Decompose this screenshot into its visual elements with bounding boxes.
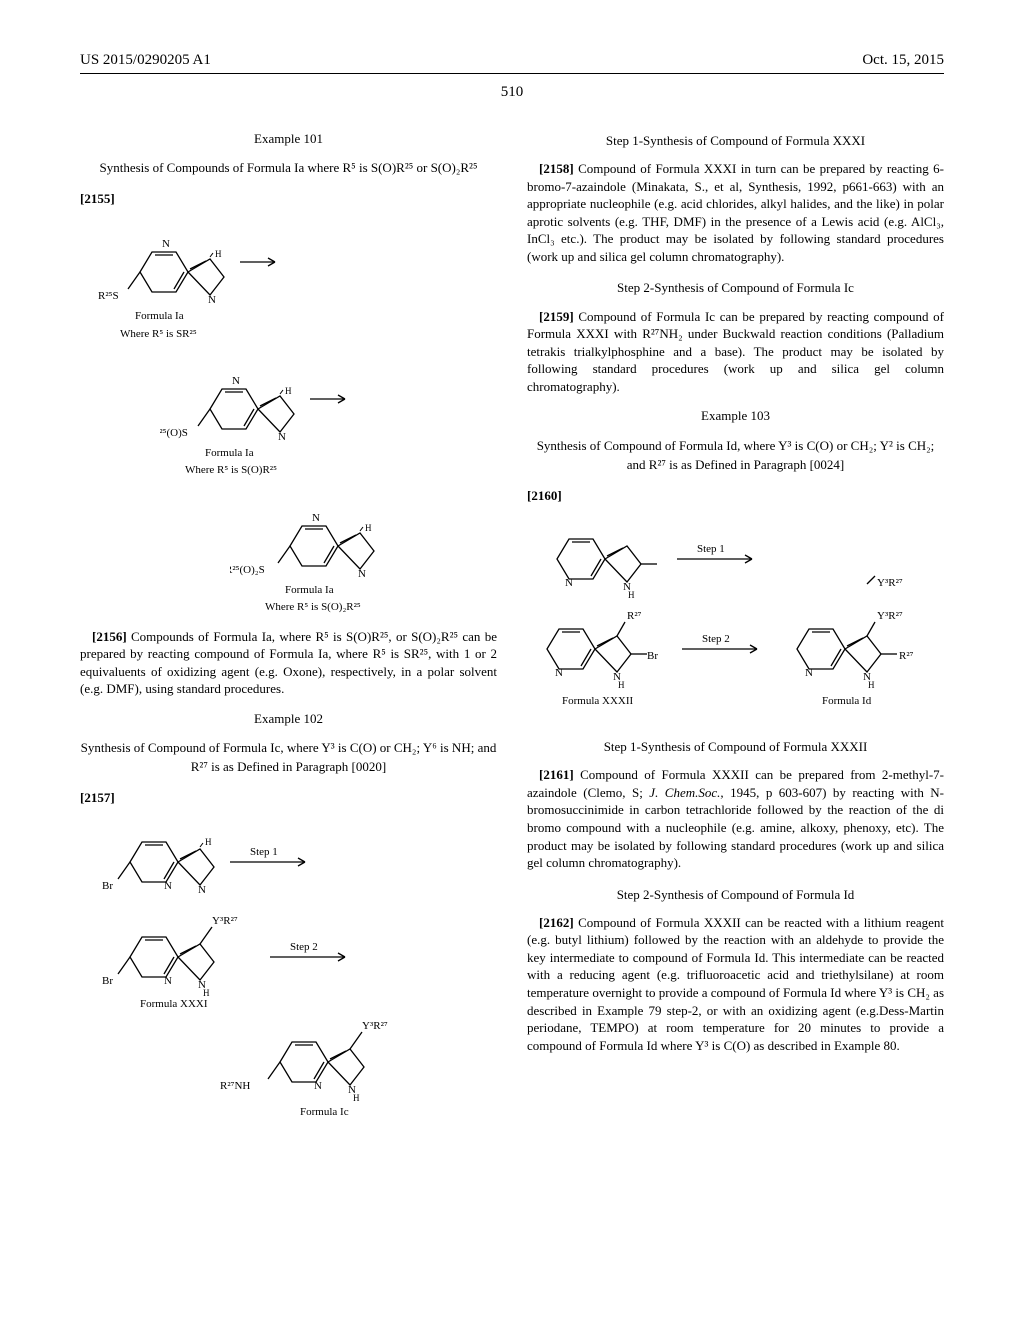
svg-text:Y³R²⁷: Y³R²⁷ (362, 1020, 388, 1032)
scheme-102: N N H Br Step 1 N (90, 817, 470, 1127)
svg-text:Formula XXXII: Formula XXXII (562, 695, 634, 707)
svg-text:H: H (285, 386, 292, 396)
step1-xxxii-heading: Step 1-Synthesis of Compound of Formula … (527, 738, 944, 756)
svg-text:Br: Br (102, 975, 113, 987)
two-column-layout: Example 101 Synthesis of Compounds of Fo… (80, 118, 944, 1139)
step2-id-heading: Step 2-Synthesis of Compound of Formula … (527, 886, 944, 904)
svg-text:N: N (312, 512, 320, 524)
svg-text:H: H (205, 837, 212, 847)
para-2159-text: Compound of Formula Ic can be prepared b… (527, 309, 944, 394)
example-102-subtitle: Synthesis of Compound of Formula Ic, whe… (80, 738, 497, 777)
example-103-title: Example 103 (527, 407, 944, 425)
para-number-2158: [2158] (539, 161, 574, 176)
formula-caption-1: Where R⁵ is SR²⁵ (120, 327, 197, 342)
left-column: Example 101 Synthesis of Compounds of Fo… (80, 118, 497, 1139)
formula-label-1a-1: Formula Ia (135, 309, 184, 324)
svg-text:Br: Br (102, 880, 113, 892)
svg-text:Step 1: Step 1 (250, 846, 278, 858)
svg-text:Formula Ic: Formula Ic (300, 1106, 349, 1118)
formula-label-1a-2: Formula Ia (205, 446, 254, 461)
svg-text:N: N (162, 238, 170, 250)
para-2160: [2160] (527, 487, 944, 505)
svg-text:N: N (208, 294, 216, 306)
para-2161-italic: J. Chem.Soc., (649, 785, 723, 800)
svg-text:H: H (618, 680, 625, 690)
svg-text:N: N (555, 667, 563, 679)
svg-text:R²⁵(O)S: R²⁵(O)S (160, 427, 188, 439)
para-2156-text: Compounds of Formula Ia, where R⁵ is S(O… (80, 629, 497, 697)
step1-xxxi-heading: Step 1-Synthesis of Compound of Formula … (527, 132, 944, 150)
example-102-title: Example 102 (80, 710, 497, 728)
azaindole-structure-1: N N H R²⁵S (90, 217, 290, 307)
para-number-2162: [2162] (539, 915, 574, 930)
example-101-subtitle: Synthesis of Compounds of Formula Ia whe… (80, 158, 497, 178)
para-2158-text: Compound of Formula XXXI in turn can be … (527, 161, 944, 264)
para-2161: [2161] Compound of Formula XXXII can be … (527, 766, 944, 871)
svg-text:R²⁷: R²⁷ (627, 610, 642, 622)
example-101-title: Example 101 (80, 130, 497, 148)
svg-text:R²⁵S: R²⁵S (98, 290, 119, 302)
example-103-subtitle: Synthesis of Compound of Formula Id, whe… (527, 436, 944, 475)
svg-text:N: N (164, 880, 172, 892)
para-2158: [2158] Compound of Formula XXXI in turn … (527, 160, 944, 265)
svg-text:R²⁷: R²⁷ (899, 650, 914, 662)
right-column: Step 1-Synthesis of Compound of Formula … (527, 118, 944, 1139)
para-2162: [2162] Compound of Formula XXXII can be … (527, 914, 944, 1054)
svg-text:N: N (232, 375, 240, 387)
svg-text:H: H (628, 590, 635, 600)
para-number-2157: [2157] (80, 790, 115, 805)
formula-ia-diagram-1: N N H R²⁵S Formula Ia Where R⁵ is SR²⁵ (90, 217, 497, 342)
azaindole-structure-2: N N H R²⁵(O)S (160, 354, 360, 444)
para-2162-text: Compound of Formula XXXII can be reacted… (527, 915, 944, 1053)
step2-ic-heading: Step 2-Synthesis of Compound of Formula … (527, 279, 944, 297)
example-102-scheme: N N H Br Step 1 N (90, 817, 497, 1127)
publication-date: Oct. 15, 2015 (862, 50, 944, 71)
formula-label-1a-3: Formula Ia (285, 583, 334, 598)
svg-text:Y³R²⁷: Y³R²⁷ (212, 915, 238, 927)
svg-text:Step 2: Step 2 (702, 633, 730, 645)
svg-text:H: H (868, 680, 875, 690)
para-2159: [2159] Compound of Formula Ic can be pre… (527, 308, 944, 396)
para-number-2159: [2159] (539, 309, 574, 324)
formula-caption-3: Where R⁵ is S(O)₂R²⁵ (265, 600, 361, 615)
svg-text:H: H (203, 988, 210, 998)
svg-text:R²⁷NH: R²⁷NH (220, 1080, 250, 1092)
page-number: 510 (80, 82, 944, 103)
svg-text:N: N (198, 884, 206, 896)
svg-text:R²⁵(O)₂S: R²⁵(O)₂S (230, 564, 265, 576)
para-number-2155: [2155] (80, 191, 115, 206)
svg-text:Y³R²⁷: Y³R²⁷ (877, 577, 903, 589)
svg-text:Step 2: Step 2 (290, 941, 318, 953)
svg-text:H: H (215, 249, 222, 259)
para-2155: [2155] (80, 190, 497, 208)
page-header: US 2015/0290205 A1 Oct. 15, 2015 (80, 50, 944, 74)
scheme-103: N N H Step 1 N N H (527, 514, 927, 724)
svg-text:H: H (353, 1093, 360, 1103)
svg-text:N: N (164, 975, 172, 987)
para-number-2156: [2156] (92, 629, 127, 644)
svg-text:Y³R²⁷: Y³R²⁷ (877, 610, 903, 622)
svg-text:H: H (365, 523, 372, 533)
svg-text:N: N (805, 667, 813, 679)
para-number-2161: [2161] (539, 767, 574, 782)
formula-caption-2: Where R⁵ is S(O)R²⁵ (185, 463, 277, 478)
svg-text:Br: Br (647, 650, 658, 662)
example-103-scheme: N N H Step 1 N N H (527, 514, 944, 724)
svg-text:N: N (565, 577, 573, 589)
svg-text:Formula XXXI: Formula XXXI (140, 998, 208, 1010)
para-2157: [2157] (80, 789, 497, 807)
publication-number: US 2015/0290205 A1 (80, 50, 211, 71)
formula-ia-diagram-2: N N H R²⁵(O)S Formula Ia Where R⁵ is S(O… (160, 354, 497, 479)
para-number-2160: [2160] (527, 488, 562, 503)
svg-text:N: N (314, 1080, 322, 1092)
para-2156: [2156] Compounds of Formula Ia, where R⁵… (80, 628, 497, 698)
svg-text:N: N (278, 431, 286, 443)
svg-text:Step 1: Step 1 (697, 543, 725, 555)
formula-ia-diagram-3: N N H R²⁵(O)₂S Formula Ia Where R⁵ is S(… (230, 491, 497, 616)
svg-text:N: N (358, 568, 366, 580)
svg-text:Formula Id: Formula Id (822, 695, 872, 707)
azaindole-structure-3: N N H R²⁵(O)₂S (230, 491, 390, 581)
